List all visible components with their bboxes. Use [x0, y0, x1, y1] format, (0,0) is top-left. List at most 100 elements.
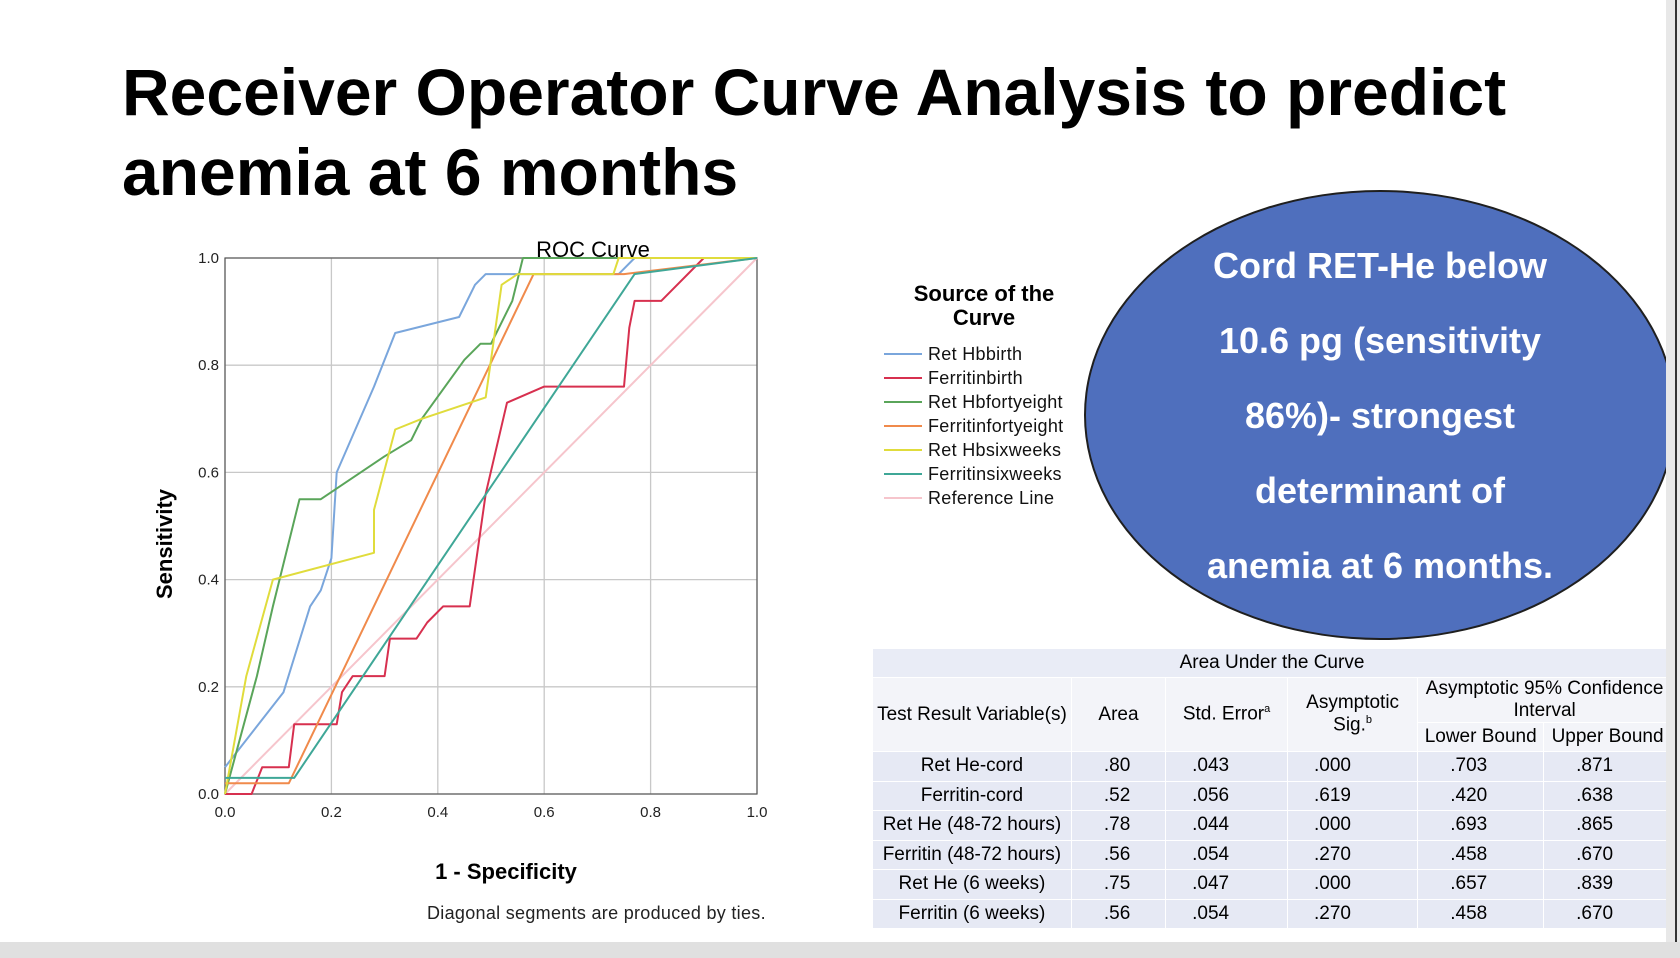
table-row: Ferritin (6 weeks) .56.054.270.458.670	[872, 898, 1672, 929]
cell-std-error: .056	[1165, 780, 1288, 811]
legend-label: Ret Hbfortyeight	[928, 391, 1063, 412]
auc-table: Area Under the Curve Test Result Variabl…	[872, 648, 1672, 929]
x-tick-label: 0.4	[427, 804, 448, 821]
cell-area: .56	[1070, 839, 1167, 870]
legend-label: Ferritinsixweeks	[928, 463, 1062, 484]
header-variable: Test Result Variable(s)	[872, 677, 1072, 752]
auc-table-caption: Area Under the Curve	[872, 648, 1672, 678]
cell-area: .78	[1070, 810, 1167, 841]
cell-asymptotic-sig: .270	[1286, 898, 1419, 929]
series-line-ferritinbirth	[225, 257, 757, 795]
legend-label: Reference Line	[928, 487, 1055, 508]
table-row: Ret He (48-72 hours) .78.044.000.693.865	[872, 810, 1672, 841]
cell-lower-bound: .458	[1417, 839, 1545, 870]
legend-label: Ret Hbbirth	[928, 343, 1023, 364]
legend-item: Ret Hbsixweeks	[884, 438, 1084, 462]
legend-item: Ret Hbfortyeight	[884, 390, 1084, 414]
cell-std-error: .044	[1165, 810, 1288, 841]
cell-upper-bound: .871	[1543, 751, 1672, 782]
cell-upper-bound: .839	[1543, 869, 1672, 900]
y-tick-label: 1.0	[198, 250, 219, 267]
header-std-error: Std. Errora	[1165, 677, 1288, 752]
cell-variable: Ferritin (6 weeks)	[872, 898, 1072, 929]
legend-title: Source of the Curve	[913, 281, 1055, 330]
cell-std-error: .054	[1165, 898, 1288, 929]
cell-upper-bound: .865	[1543, 810, 1672, 841]
cell-asymptotic-sig: .000	[1286, 810, 1419, 841]
callout-line-2: 10.6 pg (sensitivity	[1218, 320, 1542, 361]
legend-swatch	[884, 353, 922, 355]
header-upper-bound: Upper Bound	[1543, 722, 1672, 752]
cell-lower-bound: .703	[1417, 751, 1545, 782]
window-edge	[1666, 0, 1680, 942]
series-lines	[224, 257, 758, 795]
cell-upper-bound: .638	[1543, 780, 1672, 811]
cell-lower-bound: .657	[1417, 869, 1545, 900]
cell-asymptotic-sig: .000	[1286, 869, 1419, 900]
chart-footnote: Diagonal segments are produced by ties.	[427, 903, 766, 923]
callout-line-3: 86%)- strongest	[1244, 395, 1516, 436]
chart-legend: Source of the Curve Ret Hbbirth Ferritinb…	[884, 282, 1084, 510]
cell-upper-bound: .670	[1543, 898, 1672, 929]
cell-variable: Ret He (48-72 hours)	[872, 810, 1072, 841]
legend-swatch	[884, 425, 922, 427]
legend-label: Ret Hbsixweeks	[928, 439, 1062, 460]
legend-item: Ferritinbirth	[884, 366, 1084, 390]
x-tick-label: 0.2	[321, 804, 342, 821]
legend-items: Ret Hbbirth Ferritinbirth Ret Hbfortyeight…	[884, 342, 1084, 510]
cell-variable: Ferritin-cord	[872, 780, 1072, 811]
slide-title-line-2: anemia at 6 months	[122, 135, 739, 209]
window-edge-line	[1675, 0, 1677, 942]
cell-area: .75	[1070, 869, 1167, 900]
y-tick-label: 0.6	[198, 464, 219, 481]
cell-std-error: .054	[1165, 839, 1288, 870]
header-confidence-interval: Asymptotic 95% Confidence Interval	[1417, 677, 1672, 723]
y-axis-label: Sensitivity	[152, 488, 177, 599]
legend-item: Ret Hbbirth	[884, 342, 1084, 366]
series-line-ferritinsixweeks	[225, 257, 758, 779]
callout-oval	[1084, 190, 1676, 640]
cell-variable: Ret He-cord	[872, 751, 1072, 782]
legend-item: Ferritinfortyeight	[884, 414, 1084, 438]
legend-swatch	[884, 377, 922, 379]
callout-line-4: determinant of	[1254, 470, 1505, 511]
table-row: Ret He (6 weeks) .75.047.000.657.839	[872, 869, 1672, 900]
table-row: Ferritin-cord .52.056.619.420.638	[872, 780, 1672, 811]
legend-swatch	[884, 473, 922, 475]
series-line-ferritinfortyeight	[225, 257, 758, 785]
table-row: Ret He-cord .80.043.000.703.871	[872, 751, 1672, 782]
cell-variable: Ferritin (48-72 hours)	[872, 839, 1072, 870]
callout-line-5: anemia at 6 months.	[1206, 545, 1554, 586]
header-asymptotic-sig: Asymptotic Sig.b	[1286, 677, 1419, 752]
legend-label: Ferritinbirth	[928, 367, 1023, 388]
cell-asymptotic-sig: .000	[1286, 751, 1419, 782]
cell-lower-bound: .458	[1417, 898, 1545, 929]
header-lower-bound: Lower Bound	[1417, 722, 1545, 752]
legend-label: Ferritinfortyeight	[928, 415, 1064, 436]
roc-chart: ROC Curve 0.00.00.20.20.40.40.60.60.80.8…	[152, 237, 767, 884]
x-tick-label: 1.0	[747, 804, 768, 821]
y-tick-label: 0.0	[198, 786, 219, 803]
plot-frame	[224, 257, 758, 795]
window-bottom-bar	[0, 942, 1680, 958]
legend-item: Ferritinsixweeks	[884, 462, 1084, 486]
slide-title: Receiver Operator Curve Analysis to pred…	[122, 52, 1622, 212]
callout-text: Cord RET-He below 10.6 pg (sensitivity 8…	[1120, 228, 1640, 603]
cell-asymptotic-sig: .270	[1286, 839, 1419, 870]
cell-asymptotic-sig: .619	[1286, 780, 1419, 811]
series-line-ret-hbfortyeight	[224, 257, 757, 795]
cell-area: .80	[1070, 751, 1167, 782]
y-tick-label: 0.8	[198, 357, 219, 374]
x-tick-label: 0.6	[534, 804, 555, 821]
slide-title-line-1: Receiver Operator Curve Analysis to pred…	[122, 55, 1507, 129]
x-tick-label: 0.0	[215, 804, 236, 821]
cell-area: .56	[1070, 898, 1167, 929]
cell-std-error: .043	[1165, 751, 1288, 782]
tick-labels: 0.00.0 0.2 0.2 0.4 0.4 0.6 0.6 0.8 0.8 1.0 1.0	[198, 250, 767, 821]
cell-area: .52	[1070, 780, 1167, 811]
cell-lower-bound: .693	[1417, 810, 1545, 841]
table-row: Ferritin (48-72 hours) .56.054.270.458.67…	[872, 839, 1672, 870]
legend-swatch	[884, 449, 922, 451]
series-line-ret-hbbirth	[224, 257, 757, 768]
y-tick-label: 0.4	[198, 572, 219, 589]
